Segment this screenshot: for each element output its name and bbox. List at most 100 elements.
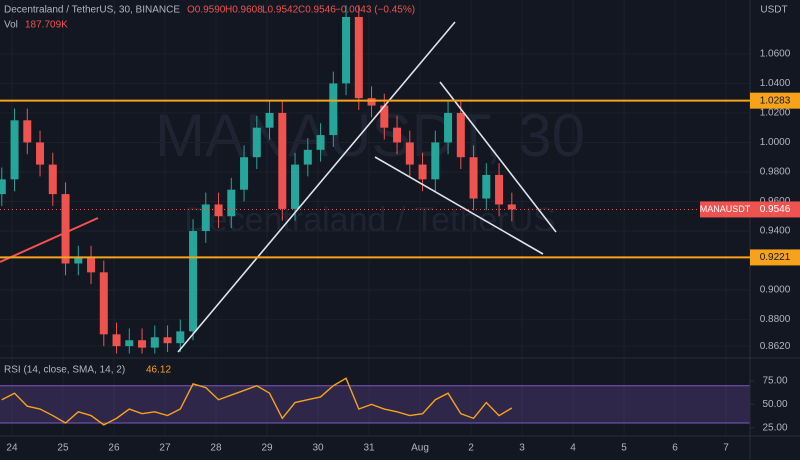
x-tick-label: 28 [210,443,222,454]
y-tick-label: 75.00 [762,376,787,387]
x-tick-label: 3 [519,443,525,454]
candle-body [23,120,32,143]
plot [0,5,516,426]
candle-body [418,164,427,180]
x-tick-label: 30 [312,443,324,454]
candle-body [214,204,223,217]
candle-body [482,174,491,199]
x-tick-label: Aug [411,443,429,454]
candle-body [342,16,351,84]
candle-body [87,257,96,273]
y-tick-label: 25.00 [762,422,787,433]
candle-body [469,157,478,199]
ohlc-low: L0.9542 [262,5,299,16]
legend: Decentraland / TetherUS, 30, BINANCE O0.… [4,5,415,376]
price-tag-label: 0.9221 [760,252,791,263]
y-tick-label: 0.9800 [760,167,791,178]
candle-body [240,157,249,190]
watermark-symbol: MANAUSDT, 30 [155,102,585,169]
x-tick-label: 6 [672,443,678,454]
y-tick-label: 50.00 [762,399,787,410]
candle-body [431,142,440,180]
rsi-title: RSI (14, close, SMA, 14, 2) [4,365,125,376]
candle-body [125,340,134,347]
candle-body [456,112,465,158]
x-tick-label: 5 [621,443,627,454]
ohlc-high: H0.9608 [225,5,263,16]
candle-body [227,189,236,217]
candle-body [265,112,274,128]
x-tick-label: 27 [159,443,171,454]
candle-body [405,142,414,165]
rsi-band [0,385,750,424]
y-tick-label: 0.9400 [760,226,791,237]
candle-body [150,337,159,348]
x-tick-label: 7 [723,443,729,454]
ohlc-open: O0.9590 [187,5,226,16]
candle-body [303,149,312,165]
candle-body [61,194,70,264]
candle-body [176,331,185,344]
x-tick-label: 29 [261,443,273,454]
candle-body [495,174,504,205]
candle-body [74,257,83,264]
candle-body [252,127,261,158]
candle-body [201,204,210,232]
candle-body [507,204,516,210]
candle-body [367,98,376,106]
symbol-title: Decentraland / TetherUS, 30, BINANCE [4,5,180,16]
candle-body [112,334,121,347]
ohlc-change: −0.0043 (−0.45%) [335,5,415,16]
price-tag [750,92,800,109]
x-tick-label: 4 [570,443,576,454]
candle-body [189,231,198,332]
y-tick-label: 0.8620 [760,341,791,352]
price-tag [750,249,800,266]
x-tick-label: 2 [468,443,474,454]
candle-body [316,135,325,150]
rsi-value: 46.12 [146,365,171,376]
volume-value: 187.709K [25,20,68,31]
rsi-line [1,377,513,426]
candle-body [138,340,147,348]
last-price-name: MANAUSDT [700,204,751,214]
y-tick-label: 1.0000 [760,137,791,148]
x-tick-label: 31 [363,443,375,454]
y-tick-label: 0.9000 [760,285,791,296]
last-price-label: 0.9546 [760,204,791,215]
candle-body [163,337,172,344]
candle-body [278,112,287,209]
candle-body [291,164,300,209]
y-tick-label: 1.0400 [760,78,791,89]
y-tick-label: 1.0200 [760,108,791,119]
price-tag-label: 1.0283 [760,95,791,106]
ohlc-close: C0.9546 [298,5,336,16]
trend-line [177,21,456,353]
last-price-name-tag [700,201,750,218]
watermark-name: Decentraland / TetherUS [184,201,556,239]
trend-line [374,156,544,255]
y-tick-label: 0.8800 [760,314,791,325]
candle-body [354,16,363,99]
axis-unit: USDT [760,5,787,16]
trend-line [0,217,99,263]
candle-body [0,179,6,195]
candle-body [393,127,402,143]
grid [0,385,750,424]
candle-body [36,142,45,165]
candle-body [99,272,108,335]
x-tick-label: 26 [108,443,120,454]
x-tick-label: 24 [6,443,18,454]
candle-body [380,105,389,128]
last-price-tag [750,201,800,218]
candle-body [444,112,453,143]
candle-body [10,120,19,180]
volume-label: Vol [4,20,18,31]
drawings [177,21,557,353]
x-tick-label: 25 [57,443,69,454]
candle-body [48,164,57,195]
candle-body [329,83,338,136]
y-tick-label: 1.0600 [760,49,791,60]
